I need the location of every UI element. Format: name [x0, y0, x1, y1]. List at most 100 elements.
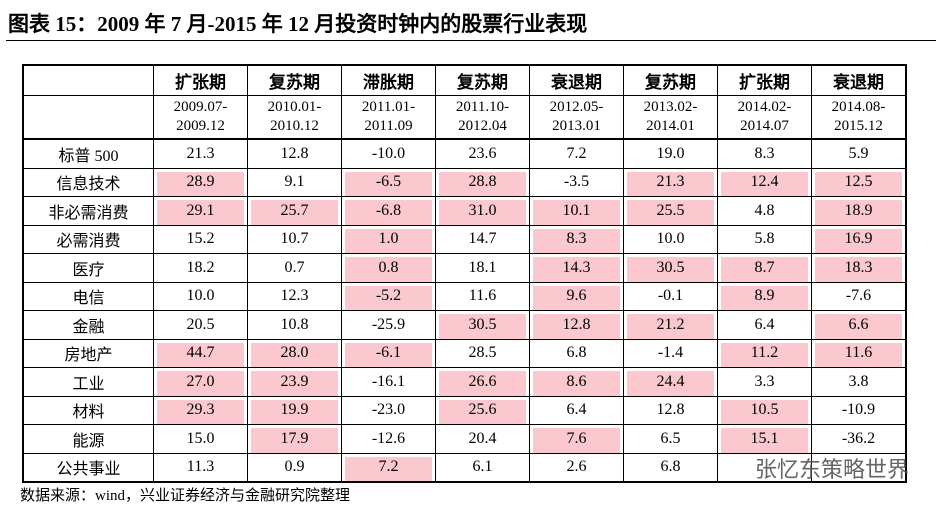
cell-highlight	[815, 342, 902, 367]
cell-value: 6.1	[472, 458, 493, 476]
data-cell: 29.1	[153, 196, 248, 225]
data-cell: -5.2	[341, 281, 436, 311]
cell-value: 20.4	[468, 429, 497, 447]
data-cell: 1.0	[341, 224, 436, 254]
data-cell: 5.9	[811, 138, 907, 168]
cell-highlight	[251, 428, 338, 453]
cell-value: 19.0	[656, 144, 685, 162]
data-cell: 24.4	[623, 367, 718, 396]
row-label: 信息技术	[22, 167, 154, 197]
cell-value: 6.8	[660, 458, 681, 476]
cell-value: 26.6	[468, 372, 497, 390]
cell-highlight	[439, 200, 526, 225]
cell-value: -6.5	[375, 173, 402, 191]
data-row: 信息技术 28.9 9.1 -6.5 28.8 -3.5 21.3 12.4 12.5	[22, 167, 907, 197]
data-cell: 30.5	[435, 310, 530, 339]
cell-value: 27.0	[186, 372, 215, 390]
data-cell: 15.2	[153, 224, 248, 254]
cell-highlight	[345, 342, 432, 367]
data-cell: 12.8	[247, 138, 342, 168]
row-label: 公共事业	[22, 452, 154, 482]
corner-cell	[22, 64, 154, 96]
data-row: 工业 27.0 23.9 -16.1 26.6 8.6 24.4 3.3 3.8	[22, 367, 907, 396]
phase-cell: 滞胀期	[341, 64, 436, 96]
data-cell: 19.0	[623, 138, 718, 168]
cell-highlight	[345, 257, 432, 282]
cell-highlight	[345, 171, 432, 196]
table: 扩张期 复苏期 滞胀期 复苏期 衰退期 复苏期 扩张期 衰退期 2009.07- 2009.12 2…	[22, 64, 907, 483]
cell-value: 28.8	[468, 173, 497, 191]
row-label: 能源	[22, 424, 154, 453]
cell-value: 6.4	[754, 315, 775, 333]
cell-value: -10.0	[371, 144, 406, 162]
cell-value: 9.1	[284, 173, 305, 191]
data-cell: 20.5	[153, 310, 248, 339]
row-label: 标普 500	[22, 138, 154, 168]
cell-highlight	[533, 371, 620, 396]
data-cell: 6.5	[623, 424, 718, 453]
cell-highlight	[157, 200, 244, 225]
cell-value: 30.5	[468, 315, 497, 333]
data-cell: -12.6	[341, 424, 436, 453]
row-label: 电信	[22, 281, 154, 311]
data-cell: -3.5	[529, 167, 624, 197]
period-line: 2014.02-	[737, 99, 792, 115]
period-line: 2009.12	[176, 118, 225, 134]
period-cell: 2011.01- 2011.09	[341, 95, 436, 140]
cell-value: 2.6	[566, 458, 587, 476]
data-cell: 28.0	[247, 338, 342, 368]
cell-value: 8.3	[566, 230, 587, 248]
data-cell: 21.3	[623, 167, 718, 197]
period-line: 2013.01	[552, 118, 601, 134]
data-cell: 11.6	[811, 338, 907, 368]
cell-value: 14.7	[468, 230, 497, 248]
cell-value: 19.9	[280, 401, 309, 419]
cell-highlight	[157, 399, 244, 424]
data-row: 必需消费 15.2 10.7 1.0 14.7 8.3 10.0 5.8 16.9	[22, 224, 907, 254]
period-line: 2012.05-	[549, 99, 604, 115]
cell-highlight	[251, 342, 338, 367]
data-cell: 25.7	[247, 196, 342, 225]
data-cell: 15.1	[717, 424, 812, 453]
cell-value: 10.0	[656, 230, 685, 248]
cell-value: 6.8	[566, 344, 587, 362]
cell-value: 11.2	[750, 344, 779, 362]
phase-cell: 扩张期	[153, 64, 248, 96]
cell-highlight	[627, 314, 714, 339]
data-cell: 20.4	[435, 424, 530, 453]
data-cell: 10.7	[247, 224, 342, 254]
data-cell: 7.2	[529, 138, 624, 168]
data-cell: 27.0	[153, 367, 248, 396]
cell-highlight	[533, 285, 620, 310]
period-cell: 2013.02- 2014.01	[623, 95, 718, 140]
cell-value: 29.1	[186, 201, 215, 219]
data-cell: 25.6	[435, 395, 530, 425]
data-cell: 8.7	[717, 253, 812, 282]
cell-value: -23.0	[371, 401, 406, 419]
data-cell: 26.6	[435, 367, 530, 396]
cell-value: -12.6	[371, 429, 406, 447]
cell-value: 10.0	[186, 287, 215, 305]
cell-value: 6.4	[566, 401, 587, 419]
title: 图表 15：2009 年 7 月-2015 年 12 月投资时钟内的股票行业表现	[8, 12, 588, 36]
phase-cell: 衰退期	[529, 64, 624, 96]
row-label: 非必需消费	[22, 196, 154, 225]
period-line: 2011.09	[364, 118, 413, 134]
cell-highlight	[721, 342, 808, 367]
cell-value: 25.5	[656, 201, 685, 219]
data-cell: 7.6	[529, 424, 624, 453]
data-cell: -6.1	[341, 338, 436, 368]
cell-value: 9.6	[566, 287, 587, 305]
cell-value: 0.8	[378, 258, 399, 276]
source: 数据来源：wind，兴业证券经济与金融研究院整理	[20, 488, 351, 504]
data-cell: 28.9	[153, 167, 248, 197]
cell-highlight	[815, 314, 902, 339]
cell-value: 29.3	[186, 401, 215, 419]
data-row: 材料 29.3 19.9 -23.0 25.6 6.4 12.8 10.5 -10.9	[22, 395, 907, 425]
cell-value: 23.6	[468, 144, 497, 162]
cell-value: 12.4	[750, 173, 779, 191]
data-cell: 23.6	[435, 138, 530, 168]
period-line: 2012.04	[458, 118, 507, 134]
data-cell: -0.1	[623, 281, 718, 311]
data-cell: 6.4	[529, 395, 624, 425]
